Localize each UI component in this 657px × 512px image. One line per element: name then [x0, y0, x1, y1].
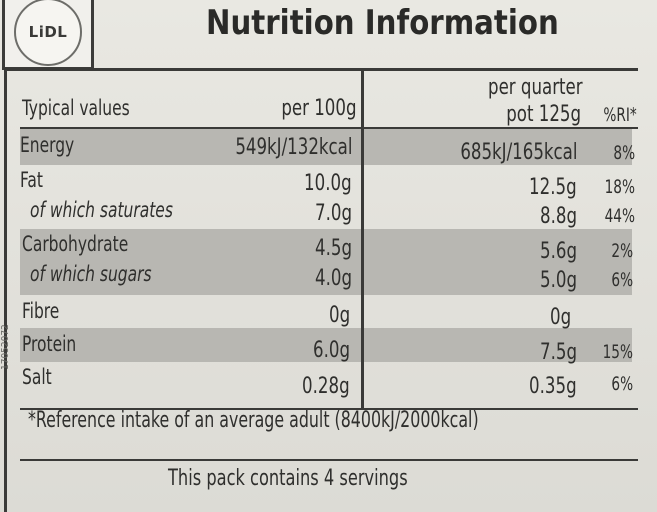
brand-logo-box: LiDL: [2, 0, 94, 70]
row-band-protein: [20, 328, 632, 362]
row-ri-protein: 15%: [602, 341, 633, 363]
row-label-sugars: of which sugars: [30, 262, 152, 286]
row-ri-sugars: 6%: [611, 269, 633, 291]
rule-below-footnote: [20, 459, 638, 461]
row-portion-sugars: 5.0g: [540, 268, 577, 293]
row-portion-salt: 0.35g: [529, 374, 577, 399]
reference-intake-footnote: *Reference intake of an average adult (8…: [28, 408, 479, 433]
header-ri: %RI*: [603, 104, 637, 126]
header-per-100g: per 100g: [281, 96, 357, 121]
row-band-energy: [20, 129, 632, 165]
nutrition-title: Nutrition Information: [206, 3, 559, 43]
rule-under-header: [20, 127, 638, 129]
row-per100-fat: 10.0g: [304, 171, 352, 196]
row-per100-protein: 6.0g: [313, 338, 350, 363]
side-print-code: 17052072: [0, 324, 11, 370]
row-per100-salt: 0.28g: [302, 374, 350, 399]
row-ri-energy: 8%: [613, 142, 635, 164]
brand-logo-circle: LiDL: [14, 0, 82, 66]
brand-logo-text: LiDL: [28, 23, 68, 41]
row-ri-fat: 18%: [604, 176, 635, 198]
row-per100-saturates: 7.0g: [315, 201, 352, 226]
nutrition-panel: [4, 68, 638, 512]
row-band-carbohydrate: [20, 229, 632, 295]
row-ri-saturates: 44%: [604, 205, 635, 227]
header-typical-values: Typical values: [22, 96, 130, 120]
row-portion-energy: 685kJ/165kcal: [459, 140, 577, 165]
row-ri-salt: 6%: [611, 373, 633, 395]
servings-text: This pack contains 4 servings: [168, 466, 408, 491]
row-ri-carbohydrate: 2%: [611, 240, 633, 262]
column-divider: [361, 70, 364, 410]
row-label-fibre: Fibre: [22, 299, 60, 323]
row-portion-fibre: 0g: [549, 305, 571, 330]
row-per100-energy: 549kJ/132kcal: [234, 135, 352, 160]
row-per100-fibre: 0g: [328, 303, 350, 328]
header-per-portion-line2: pot 125g: [506, 102, 581, 127]
row-portion-carbohydrate: 5.6g: [540, 239, 577, 264]
row-portion-protein: 7.5g: [540, 340, 577, 365]
row-label-protein: Protein: [22, 332, 77, 356]
header-per-portion-line1: per quarter: [488, 75, 583, 100]
row-label-saturates: of which saturates: [30, 198, 173, 222]
row-per100-carbohydrate: 4.5g: [315, 236, 352, 261]
rule-above-footnote: [20, 408, 638, 410]
row-label-energy: Energy: [20, 133, 75, 157]
row-label-fat: Fat: [20, 168, 43, 192]
row-label-salt: Salt: [22, 365, 52, 389]
row-portion-saturates: 8.8g: [540, 204, 577, 229]
row-label-carbohydrate: Carbohydrate: [22, 232, 129, 256]
row-portion-fat: 12.5g: [529, 175, 577, 200]
row-per100-sugars: 4.0g: [315, 266, 352, 291]
